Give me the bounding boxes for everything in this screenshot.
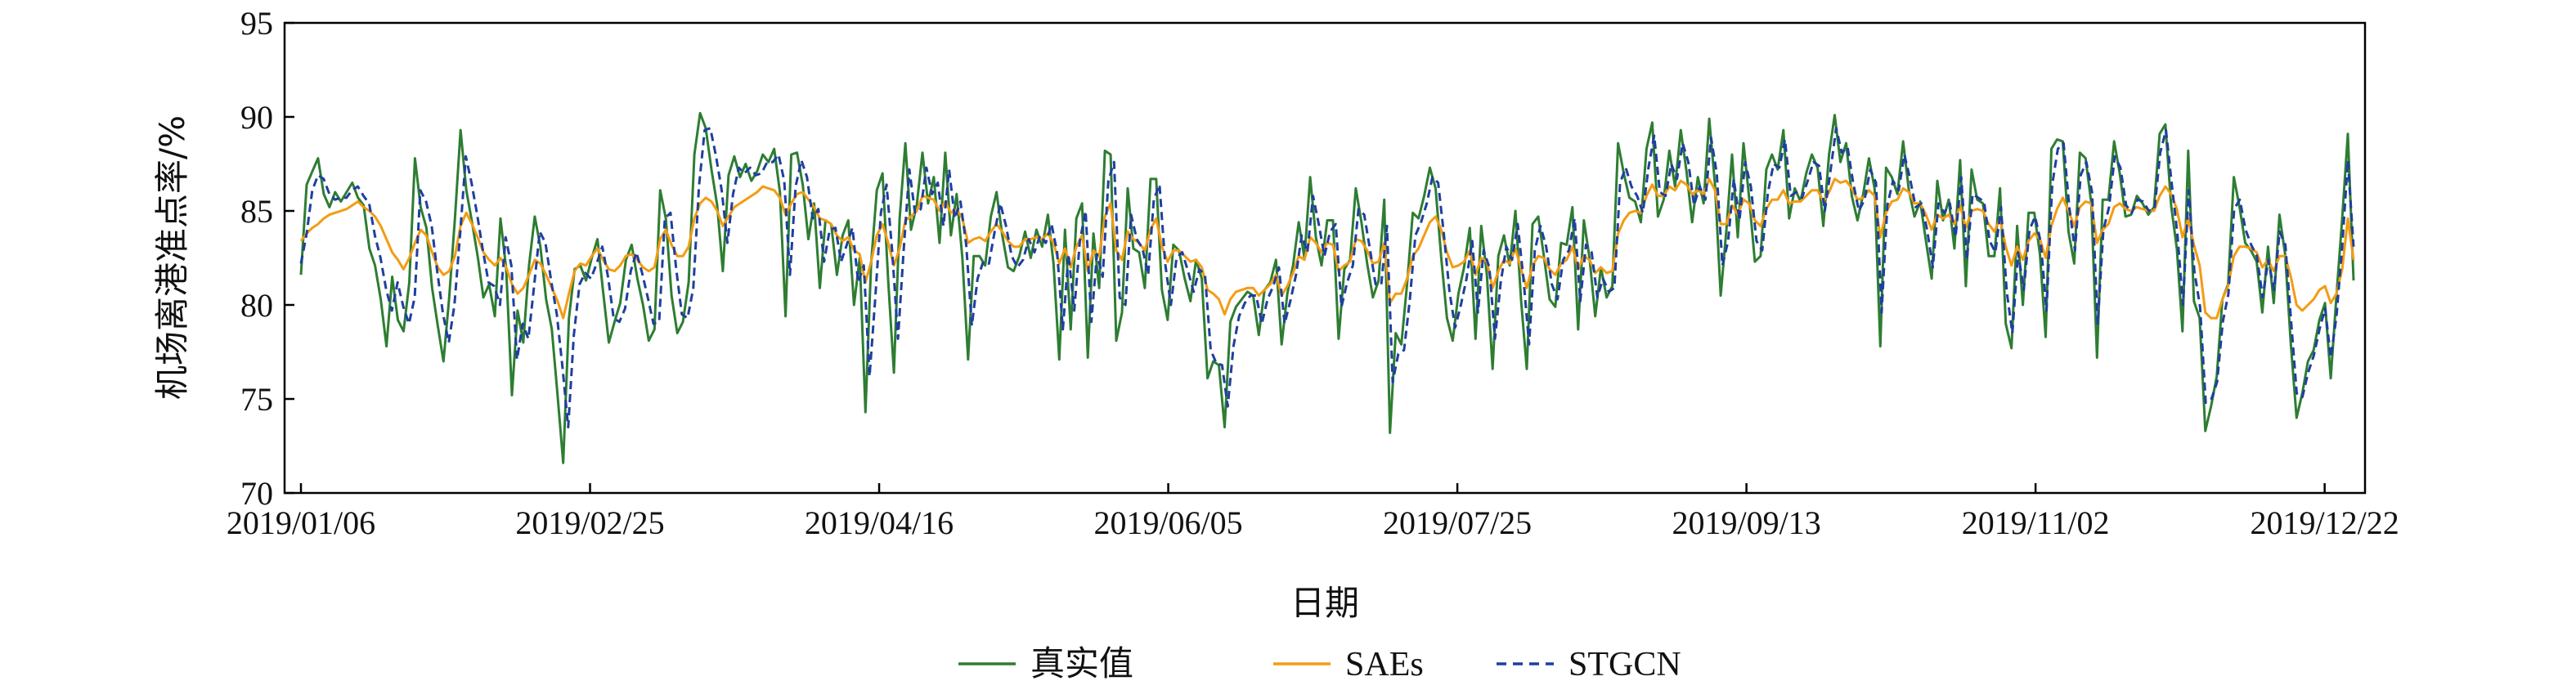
series-line-1 (299, 111, 2355, 464)
y-tick-label: 70 (240, 475, 273, 512)
x-tick-label: 2019/12/22 (2251, 504, 2399, 541)
x-tick-label: 2019/01/06 (227, 504, 375, 541)
y-tick-label: 85 (240, 193, 273, 230)
y-tick-label: 80 (240, 287, 273, 324)
x-axis-title: 日期 (1290, 583, 1359, 623)
y-axis-title: 机场离港准点率/% (152, 115, 192, 400)
legend-label-1: 真实值 (1030, 645, 1133, 683)
x-tick-label: 2019/02/25 (515, 504, 664, 541)
legend-label-2: SAEs (1345, 646, 1424, 683)
y-tick-label: 90 (240, 99, 273, 136)
legend: 真实值 SAEs STGCN (958, 645, 1681, 683)
x-tick-label: 2019/09/13 (1672, 504, 1820, 541)
x-tick-label: 2019/06/05 (1093, 504, 1242, 541)
y-tick-label: 95 (240, 5, 273, 42)
x-tick-label: 2019/11/02 (1962, 504, 2110, 541)
y-tick-label: 75 (240, 381, 273, 418)
series-line-3 (299, 127, 2355, 428)
plot-area (299, 111, 2355, 464)
plot-frame (283, 21, 2367, 495)
x-tick-label: 2019/04/16 (805, 504, 954, 541)
series-line-2 (299, 177, 2355, 320)
legend-label-3: STGCN (1568, 646, 1681, 683)
x-axis: 2019/01/06 2019/02/25 2019/04/16 2019/06/05… (227, 483, 2399, 541)
x-tick-label: 2019/07/25 (1383, 504, 1532, 541)
y-axis: 70 75 80 85 90 95 (240, 5, 294, 512)
